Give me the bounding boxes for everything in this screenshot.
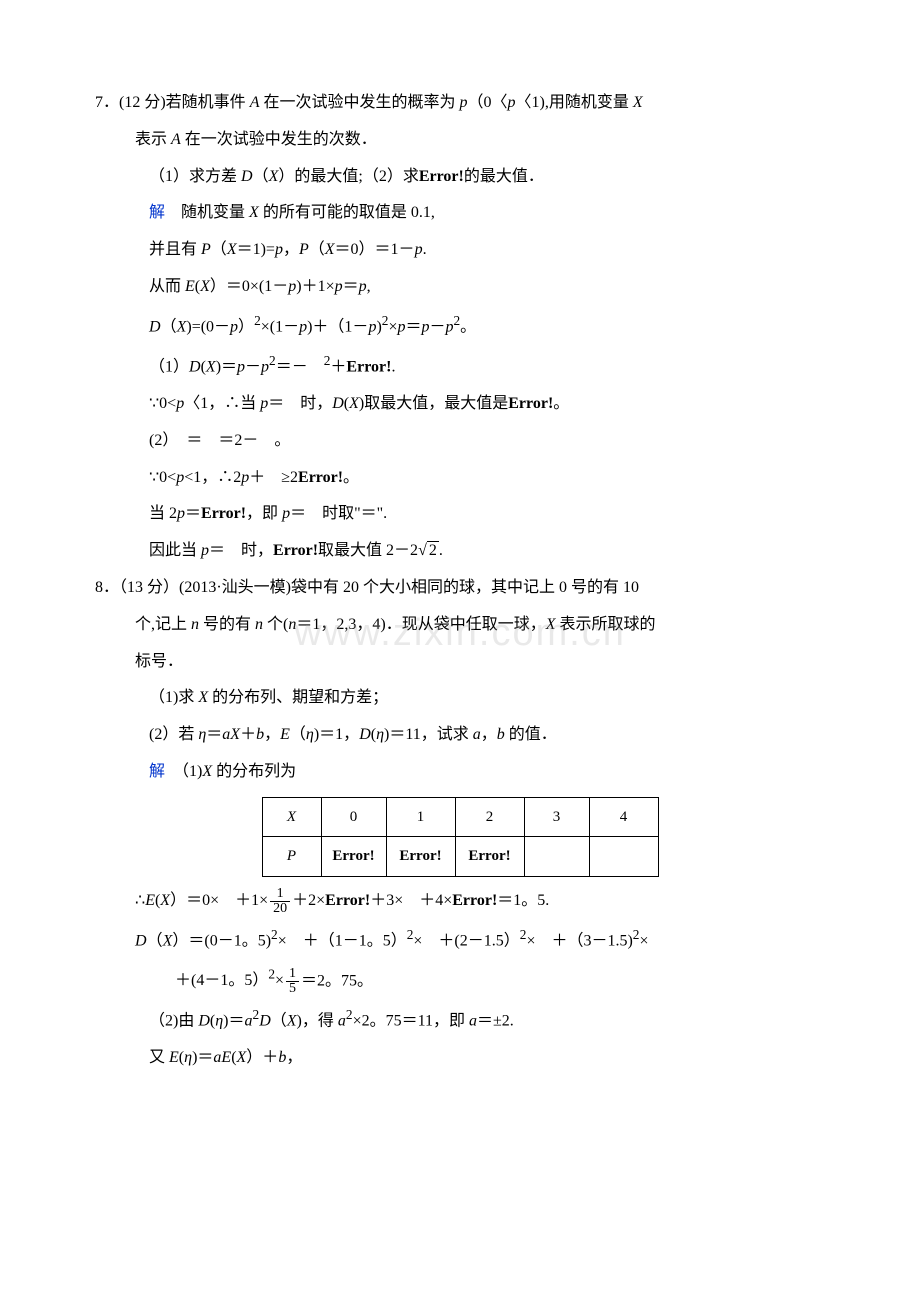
q8-stem-line2: 个,记上 n 号的有 n 个(n＝1，2,3，4)．现从袋中任取一球，X 表示所… bbox=[95, 607, 825, 644]
document-page: www.zixin.com.cn 7．(12 分)若随机事件 A 在一次试验中发… bbox=[0, 0, 920, 1137]
radicand: 2 bbox=[427, 541, 439, 559]
q7-sol10-post: . bbox=[439, 542, 443, 559]
table-cell: 4 bbox=[589, 797, 658, 837]
q7-sol-line10: 因此当 p＝ 时，Error!取最大值 2－2√2. bbox=[95, 533, 825, 570]
q7-sol-line8: ∵0<p<1，∴2p＋ ≥2Error!。 bbox=[95, 460, 825, 497]
fraction: 120 bbox=[268, 887, 292, 916]
q7-sol-line4: D（X)=(0－p）2×(1－p)＋（1－p)2×p＝p－p2。 bbox=[95, 306, 825, 346]
q8-stem-line1: 8．（13 分）(2013·汕头一模)袋中有 20 个大小相同的球，其中记上 0… bbox=[95, 570, 825, 607]
q7-sol-line2: 并且有 P（X＝1)=p，P（X＝0）＝1－p. bbox=[95, 232, 825, 269]
q8-number: 8． bbox=[95, 579, 119, 596]
q7-sol-line5: （1）D(X)＝p－p2＝－ 2＋Error!. bbox=[95, 346, 825, 386]
q8-stem1: （13 分）(2013·汕头一模)袋中有 20 个大小相同的球，其中记上 0 号… bbox=[119, 579, 639, 596]
q8-part2-sol-a: （2)由 D(η)＝a2D（X)，得 a2×2。75＝11，即 a＝±2. bbox=[95, 1000, 825, 1040]
q8-sol-line1: 解 （1)X 的分布列为 bbox=[95, 754, 825, 791]
table-cell: 0 bbox=[321, 797, 386, 837]
table-cell: P bbox=[262, 837, 321, 877]
q8-part2: (2）若 η＝aX＋b，E（η)＝1，D(η)＝11，试求 a，b 的值． bbox=[95, 717, 825, 754]
q7-sol1: 随机变量 X 的所有可能的取值是 0.1, bbox=[165, 204, 435, 221]
table-cell: X bbox=[262, 797, 321, 837]
q8-expectation: ∴E(X）＝0× ＋1×120＋2×Error!＋3× ＋4×Error!＝1。… bbox=[95, 883, 825, 920]
table-cell: Error! bbox=[386, 837, 455, 877]
solution-label: 解 bbox=[149, 763, 165, 780]
q7-sol-line3: 从而 E(X）＝0×(1－p)＋1×p＝p, bbox=[95, 269, 825, 306]
table-cell bbox=[589, 837, 658, 877]
q7-stem1: (12 分)若随机事件 A 在一次试验中发生的概率为 p（0〈p〈1),用随机变… bbox=[119, 94, 643, 111]
q7-sol-line9: 当 2p＝Error!，即 p＝ 时取"＝". bbox=[95, 496, 825, 533]
q8-part1: （1)求 X 的分布列、期望和方差； bbox=[95, 680, 825, 717]
solution-label: 解 bbox=[149, 204, 165, 221]
ex-mid: ＋2×Error!＋3× ＋4×Error!＝1。5. bbox=[292, 892, 549, 909]
q8-part2-sol-b: 又 E(η)＝aE(X）＋b， bbox=[95, 1040, 825, 1077]
table-cell: Error! bbox=[321, 837, 386, 877]
q7-sol10-pre: 因此当 p＝ 时，Error!取最大值 2－2 bbox=[149, 542, 418, 559]
q8-variance-line2: ＋(4－1。5）2×15＝2。75。 bbox=[95, 960, 825, 1000]
q7-sol-line6: ∵0<p〈1，∴当 p＝ 时，D(X)取最大值，最大值是Error!。 bbox=[95, 386, 825, 423]
table-row: X 0 1 2 3 4 bbox=[262, 797, 658, 837]
q7-sol-line7: (2） ＝ ＝2－ 。 bbox=[95, 423, 825, 460]
sqrt-symbol: √2 bbox=[418, 533, 439, 570]
q8-sol1: （1)X 的分布列为 bbox=[165, 763, 296, 780]
q7-sol-line1: 解 随机变量 X 的所有可能的取值是 0.1, bbox=[95, 195, 825, 232]
table-cell: 3 bbox=[524, 797, 589, 837]
dx2-pre: ＋(4－1。5）2× bbox=[175, 972, 284, 989]
q8-variance-line1: D（X）＝(0－1。5)2× ＋（1－1。5）2× ＋(2－1.5）2× ＋（3… bbox=[95, 920, 825, 960]
numerator: 1 bbox=[270, 887, 290, 902]
q7-stem-line1: 7．(12 分)若随机事件 A 在一次试验中发生的概率为 p（0〈p〈1),用随… bbox=[95, 85, 825, 122]
q8-stem-line3: 标号． bbox=[95, 644, 825, 681]
denominator: 5 bbox=[286, 982, 299, 996]
table-cell bbox=[524, 837, 589, 877]
table-cell: 1 bbox=[386, 797, 455, 837]
q7-stem-line2: 表示 A 在一次试验中发生的次数． bbox=[95, 122, 825, 159]
numerator: 1 bbox=[286, 967, 299, 982]
dx2-post: ＝2。75。 bbox=[301, 972, 373, 989]
fraction: 15 bbox=[284, 967, 301, 996]
table-row: P Error! Error! Error! bbox=[262, 837, 658, 877]
table-cell: 2 bbox=[455, 797, 524, 837]
q7-parts: （1）求方差 D（X）的最大值;（2）求Error!的最大值． bbox=[95, 159, 825, 196]
table-cell: Error! bbox=[455, 837, 524, 877]
denominator: 20 bbox=[270, 902, 290, 916]
distribution-table: X 0 1 2 3 4 P Error! Error! Error! bbox=[262, 797, 659, 877]
ex-pre: ∴E(X）＝0× ＋1× bbox=[135, 892, 268, 909]
q7-number: 7． bbox=[95, 94, 119, 111]
